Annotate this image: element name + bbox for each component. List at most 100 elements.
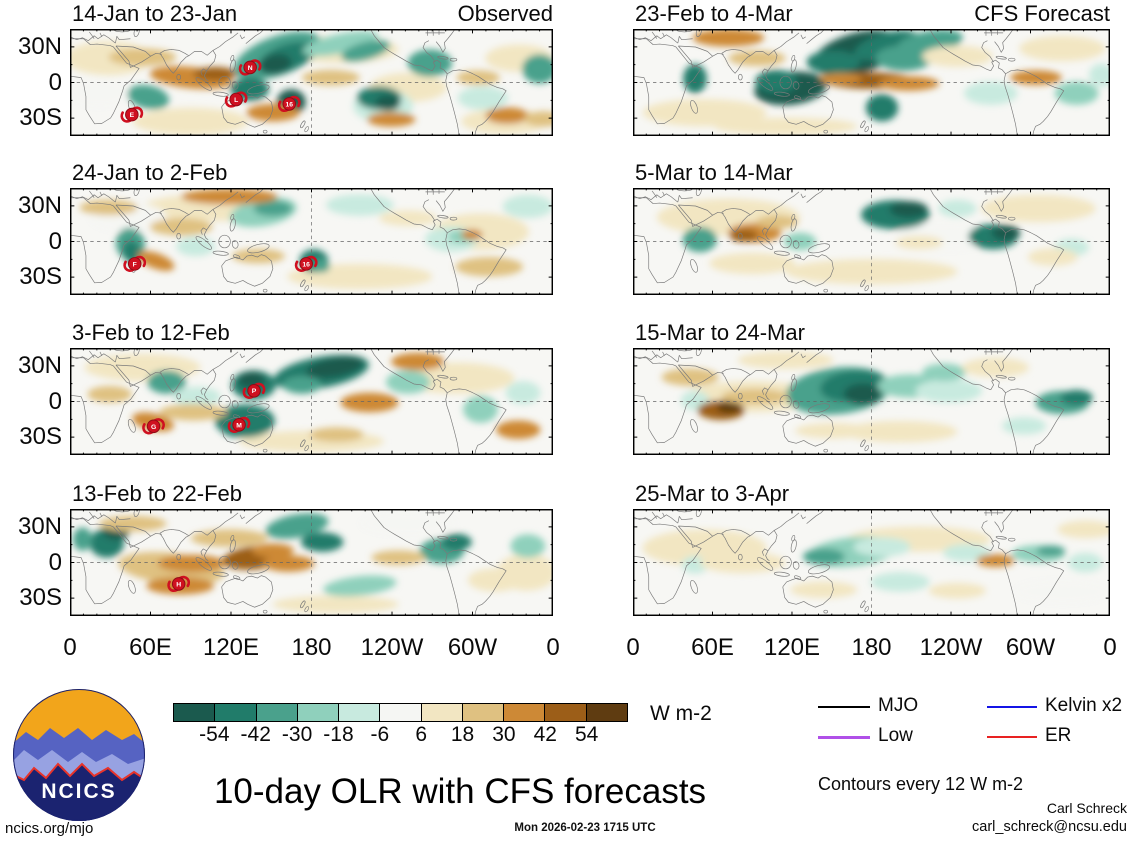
lon-tick-label: 60E [129, 634, 172, 661]
lon-tick-label: 120W [919, 634, 983, 661]
logo-rim [13, 689, 145, 821]
panel-title: 15-Mar to 24-Mar [635, 320, 805, 345]
colorbar-tick-label: -30 [281, 723, 313, 746]
lat-tick-label: 0 [48, 68, 62, 96]
gridlines [70, 29, 553, 136]
lat-tick-label: 30S [19, 584, 62, 611]
colorbar-swatches [173, 703, 628, 722]
lon-tick-label: 180 [291, 634, 332, 661]
map-panel: P G M [70, 348, 553, 455]
legend-label: ER [1045, 725, 1072, 746]
svg-text:L: L [234, 97, 238, 104]
panel-border [633, 348, 1110, 455]
gridlines [70, 348, 553, 455]
lat-tick-label: 30N [17, 33, 62, 60]
svg-text:P: P [252, 388, 257, 395]
legend-label: MJO [878, 695, 919, 716]
logo-red-ridge [13, 762, 145, 782]
panel-corner-label: Observed [457, 1, 553, 26]
svg-text:N: N [248, 65, 253, 72]
colorbar-cell [296, 704, 339, 721]
map-panel: H [70, 509, 553, 616]
lon-tick-label: 120E [202, 634, 260, 661]
lon-tick-label: 0 [1103, 634, 1117, 661]
svg-text:H: H [176, 581, 181, 588]
panel-title: 13-Feb to 22-Feb [72, 481, 242, 506]
map-panel [633, 29, 1110, 136]
gridlines [633, 509, 1110, 616]
colorbar-tick-label: 18 [450, 723, 475, 746]
storm-marker: 16 [294, 255, 318, 272]
legend-label: Low [878, 725, 913, 746]
panel-border [633, 29, 1110, 136]
logo-text: NCICS [41, 780, 116, 803]
colorbar-cell [461, 704, 504, 721]
gridlines [70, 509, 553, 616]
colorbar-tick-label: 54 [574, 723, 599, 746]
lon-tick-label: 120E [763, 634, 821, 661]
panel-title: 23-Feb to 4-Mar [635, 1, 793, 26]
panel-border [633, 509, 1110, 616]
contour-interval-note: Contours every 12 W m-2 [818, 774, 1024, 794]
author-email: carl_schreck@ncsu.edu [972, 819, 1127, 835]
panel-corner-label: CFS Forecast [974, 1, 1110, 26]
colorbar-units-label: W m-2 [650, 702, 712, 725]
colorbar-cell [338, 704, 380, 721]
footer-url[interactable]: ncics.org/mjo [5, 820, 94, 837]
colorbar-tick-label: 42 [533, 723, 557, 746]
colorbar-cell [174, 704, 215, 721]
colorbar-tick-label: 6 [415, 723, 428, 746]
coastlines [70, 348, 507, 455]
map-canvas [633, 509, 1110, 616]
svg-text:16: 16 [286, 101, 294, 108]
svg-text:M: M [236, 422, 242, 429]
lat-tick-label: 30S [19, 263, 62, 290]
lat-tick-label: 30N [17, 352, 62, 379]
storm-marker: H [167, 575, 191, 592]
map-canvas [633, 348, 1110, 455]
panel-border [70, 348, 553, 455]
coastlines [633, 188, 1065, 295]
map-canvas: H [70, 509, 553, 616]
lat-tick-label: 30N [17, 192, 62, 219]
panel-border [70, 188, 553, 295]
map-panel [633, 348, 1110, 455]
colorbar-cell [379, 704, 421, 721]
storm-marker: L [224, 91, 248, 108]
lat-tick-label: 0 [48, 548, 62, 576]
legend-label: Kelvin x2 [1045, 695, 1123, 716]
gridlines [633, 348, 1110, 455]
lat-tick-label: 30N [17, 513, 62, 540]
lon-tick-label: 60W [1005, 634, 1056, 661]
panel-title: 3-Feb to 12-Feb [72, 320, 230, 345]
coastlines [633, 509, 1065, 616]
storm-marker: P [242, 382, 266, 399]
map-panel [633, 188, 1110, 295]
lon-tick-label: 60W [447, 634, 498, 661]
panel-title: 5-Mar to 14-Mar [635, 160, 793, 185]
svg-text:G: G [151, 424, 156, 431]
svg-text:E: E [130, 112, 135, 119]
lat-tick-label: 30S [19, 104, 62, 131]
panel-border [70, 509, 553, 616]
legend-line-low [818, 736, 870, 739]
svg-text:F: F [133, 261, 137, 268]
storm-marker: N [238, 59, 262, 76]
storm-marker: F [123, 255, 147, 272]
lon-tick-label: 180 [851, 634, 892, 661]
map-canvas [633, 188, 1110, 295]
lat-tick-label: 0 [48, 227, 62, 255]
panel-border [633, 188, 1110, 295]
map-canvas: E L N 16 [70, 29, 553, 136]
panel-title: 25-Mar to 3-Apr [635, 481, 790, 506]
storm-marker: E [120, 106, 144, 123]
colorbar-cell [255, 704, 297, 721]
map-panel [633, 509, 1110, 616]
coastlines [70, 509, 507, 616]
map-panel: E L N 16 [70, 29, 553, 136]
lon-tick-label: 0 [63, 634, 77, 661]
storm-marker: G [142, 418, 165, 435]
map-panel: F 16 [70, 188, 553, 295]
gridlines [633, 188, 1110, 295]
